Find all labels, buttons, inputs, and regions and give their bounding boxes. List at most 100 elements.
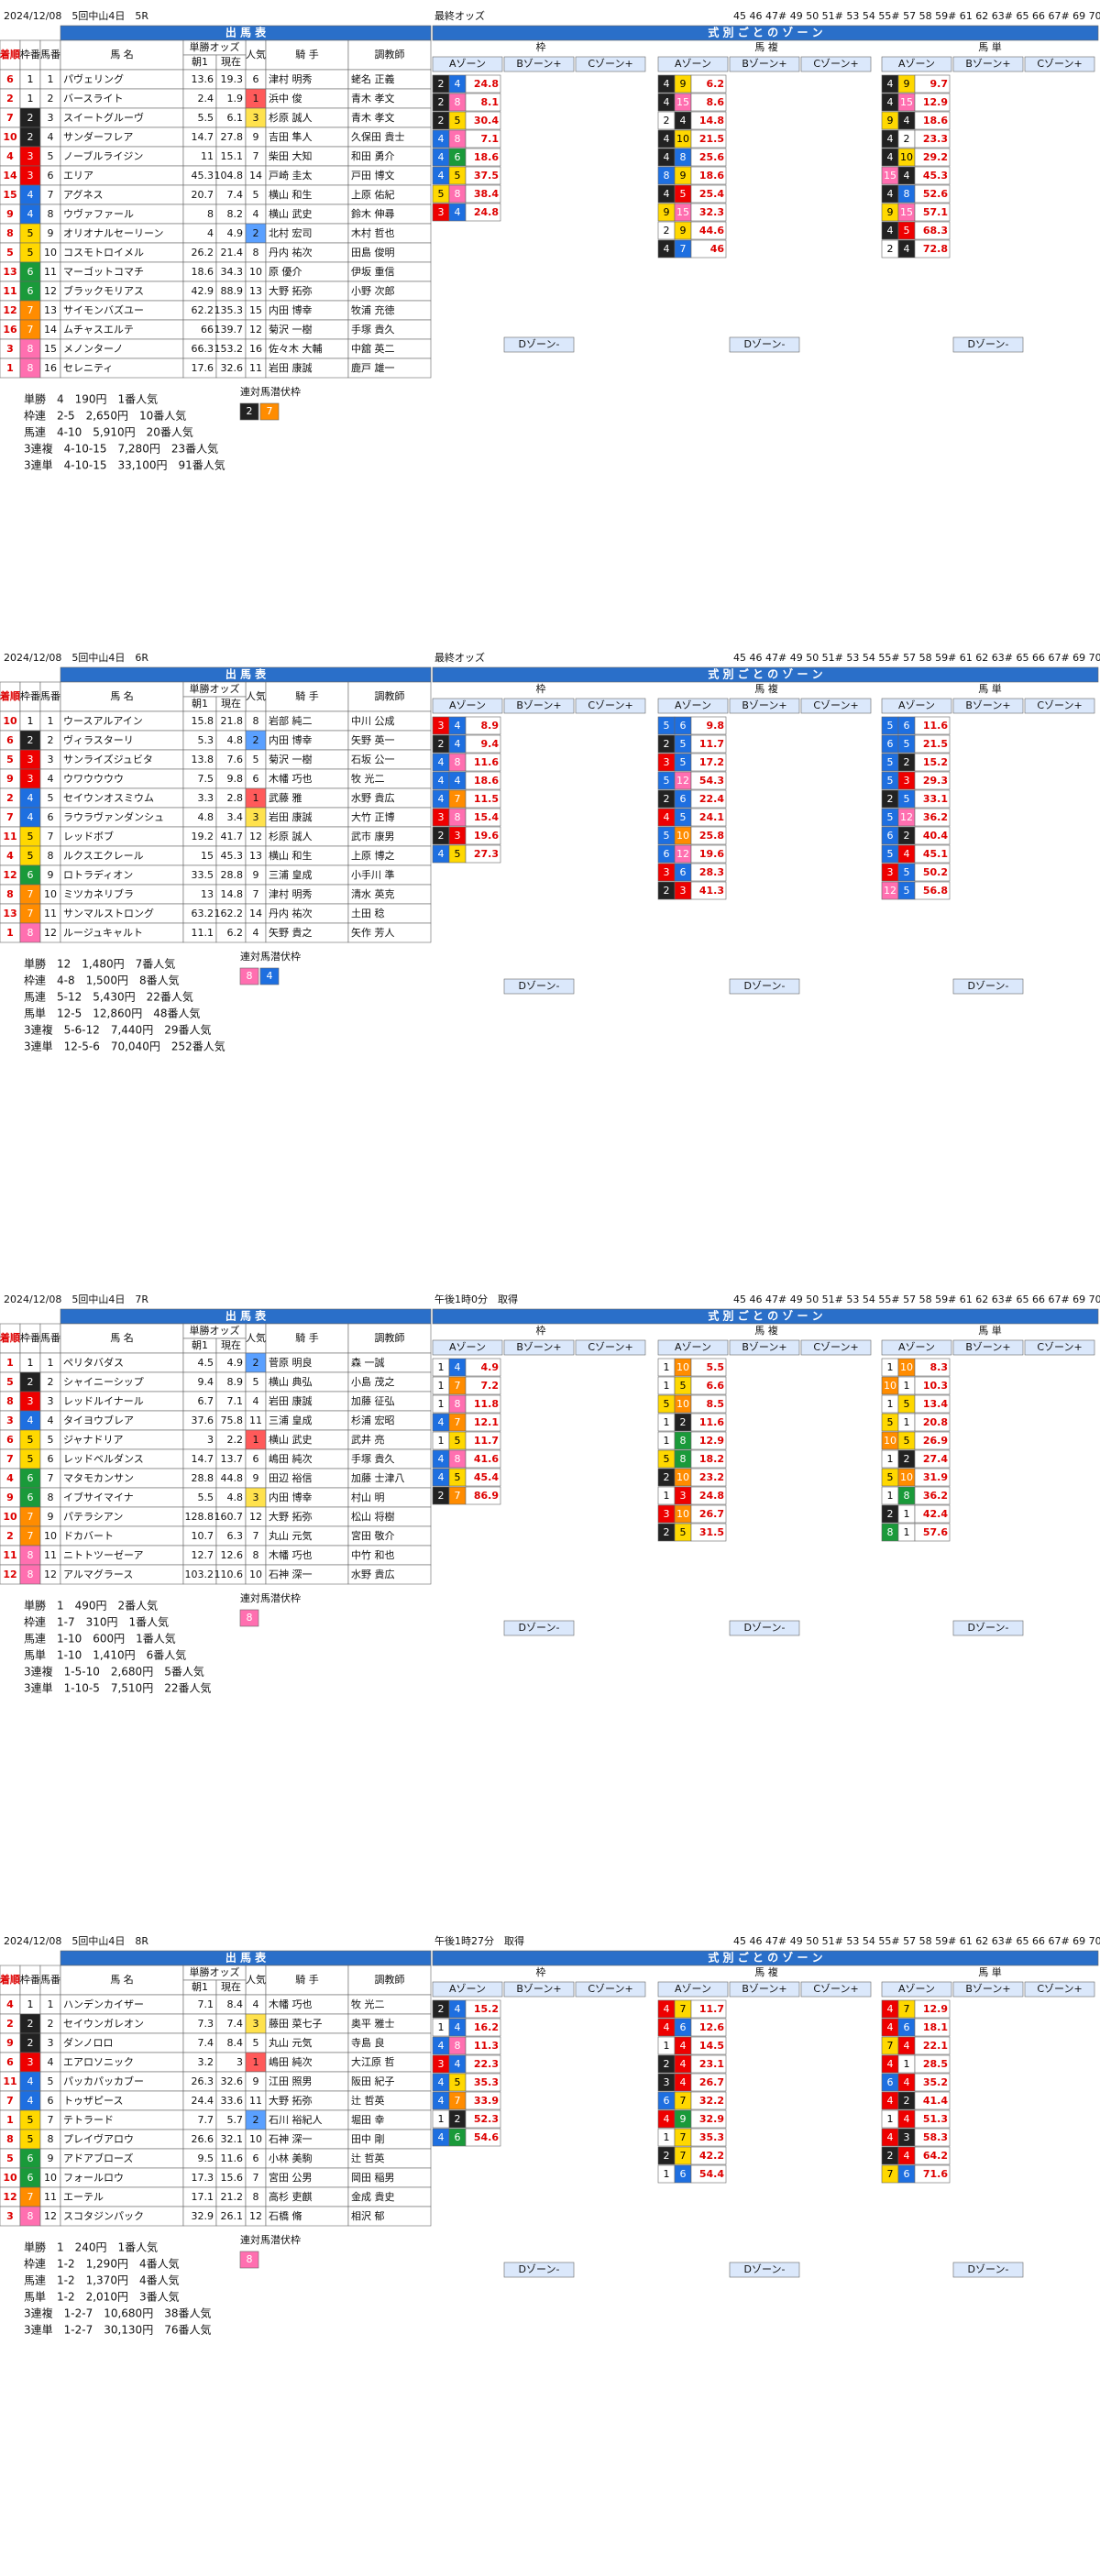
table-cell-text: 5 [28, 2133, 34, 2145]
pair-number: 1 [438, 1361, 445, 1373]
column-header [60, 1323, 184, 1354]
table-cell-text: 11 [249, 1415, 262, 1426]
table-cell-text: 水野 貴広 [351, 791, 395, 804]
table-cell-text: 11 [3, 1549, 16, 1561]
odds-cell [690, 2146, 727, 2165]
table-cell-text: 15 [201, 850, 214, 862]
column-header-text: 現在 [221, 698, 241, 710]
table-cell-text: 石神 深一 [269, 1568, 313, 1580]
table-cell-text: 9 [48, 227, 54, 239]
pair-number: 4 [455, 720, 461, 732]
table-cell-text: ロトラディオン [63, 868, 133, 881]
table-cell-text: ルクスエクレール [63, 850, 144, 862]
table-cell-text: 12 [44, 1569, 57, 1580]
table-cell-text: 3 [6, 2210, 14, 2222]
pair-number: 7 [680, 2003, 687, 2015]
table-cell-text: 11 [3, 285, 16, 297]
table-cell-text: 10 [3, 131, 17, 143]
odds-cell [690, 93, 727, 112]
hidden-waku-text: 4 [267, 970, 273, 982]
odds-value: 44.6 [699, 225, 724, 237]
pair-number: 1 [438, 1398, 445, 1410]
table-cell-text: 杉浦 宏昭 [351, 1414, 395, 1426]
pair-number: 4 [438, 1453, 445, 1465]
odds-value: 23.3 [923, 133, 948, 145]
odds-value: 32.9 [699, 2113, 724, 2125]
odds-cell [690, 844, 727, 864]
odds-cell [465, 716, 501, 735]
odds-cell [690, 2091, 727, 2110]
table-cell-text: 104.8 [214, 170, 244, 182]
pair-number: 6 [680, 793, 687, 805]
table-cell-text: 9 [6, 208, 14, 220]
odds-cell [465, 1376, 501, 1395]
table-cell-text: アドアブローズ [63, 2152, 133, 2164]
table-cell-text: 13 [44, 304, 57, 316]
table-cell-text: 大江原 哲 [351, 2055, 395, 2068]
table-cell-text: 清水 英克 [351, 887, 395, 900]
odds-cell [914, 93, 951, 112]
zone-label-box [503, 1620, 575, 1636]
pair-number: 8 [455, 1398, 461, 1410]
odds-value: 18.6 [923, 115, 948, 127]
table-cell-text: 横山 武史 [269, 207, 313, 220]
odds-cell [914, 734, 951, 754]
pair-number: 1 [904, 1380, 910, 1392]
odds-cell [914, 111, 951, 130]
odds-cell [690, 1486, 727, 1505]
table-cell-text: 6 [48, 1453, 54, 1465]
pair-number: 5 [455, 1435, 461, 1447]
group-label: 馬 単 [978, 1324, 1002, 1337]
column-header [265, 1965, 349, 1996]
table-cell-text: 12.7 [192, 1549, 214, 1561]
table-cell-text: 岡田 稲男 [351, 2172, 395, 2184]
table-cell-text: レッドボブ [63, 830, 114, 842]
odds-cell [914, 1523, 951, 1542]
pair-number: 4 [680, 2040, 687, 2052]
odds-value: 57.1 [923, 206, 948, 218]
table-cell-text: 32.1 [221, 2133, 244, 2145]
zone-label-box [729, 1981, 800, 1998]
column-numbers: 45 46 47# 49 50 51# 53 54 55# 57 58 59# … [733, 1935, 1100, 1947]
table-cell-text: 7 [253, 2172, 259, 2184]
table-cell-text: 10 [44, 2172, 57, 2184]
odds-value: 54.4 [699, 2168, 724, 2180]
pair-number: 9 [680, 170, 687, 182]
table-cell-text: 6 [48, 170, 54, 182]
odds-value: 7.2 [481, 1380, 500, 1392]
pair-number: 1 [887, 1490, 894, 1502]
table-cell-text: 田島 俊明 [351, 246, 395, 259]
table-cell-text: 杉原 誠人 [269, 111, 313, 124]
table-cell-text: 阪田 紀子 [351, 2075, 395, 2087]
column-header-text: 人気 [246, 1331, 266, 1344]
zone-label-box [952, 698, 1024, 714]
pair-number: 1 [438, 1435, 445, 1447]
table-cell-text: 北村 宏司 [269, 226, 313, 239]
column-header-text: 朝1 [192, 56, 208, 68]
group-label: 馬 複 [754, 1965, 778, 1978]
pair-number: 4 [455, 775, 461, 787]
zone-label: Cゾーン+ [813, 699, 858, 711]
table-cell-text: 7 [28, 304, 34, 316]
table-cell-text: 14 [44, 324, 57, 336]
table-cell-text: 14 [249, 170, 262, 182]
table-cell-text: 44.8 [221, 1472, 244, 1484]
table-cell-text: イブサイマイナ [63, 1491, 134, 1503]
pair-number: 2 [664, 2150, 670, 2162]
pair-number: 4 [438, 2040, 445, 2052]
table-cell-text: 7 [6, 2095, 14, 2107]
pair-number: 5 [680, 756, 687, 768]
table-cell-text: ウースアルアイン [63, 715, 143, 727]
odds-cell [914, 2091, 951, 2110]
table-cell-text: 7 [253, 1530, 259, 1542]
table-cell-text: 19.2 [192, 831, 214, 842]
table-cell-text: ニトトツーゼーア [63, 1549, 144, 1561]
table-cell-text: 鈴木 伸尋 [351, 207, 395, 220]
table-cell-text: コスモトロイメル [63, 247, 144, 259]
odds-cell [690, 1449, 727, 1469]
odds-value: 36.2 [923, 1490, 948, 1502]
odds-cell [914, 863, 951, 882]
table-cell-text: 石川 裕紀人 [269, 2114, 323, 2126]
odds-cell [914, 1413, 951, 1432]
zone-title-bar [432, 25, 1099, 41]
